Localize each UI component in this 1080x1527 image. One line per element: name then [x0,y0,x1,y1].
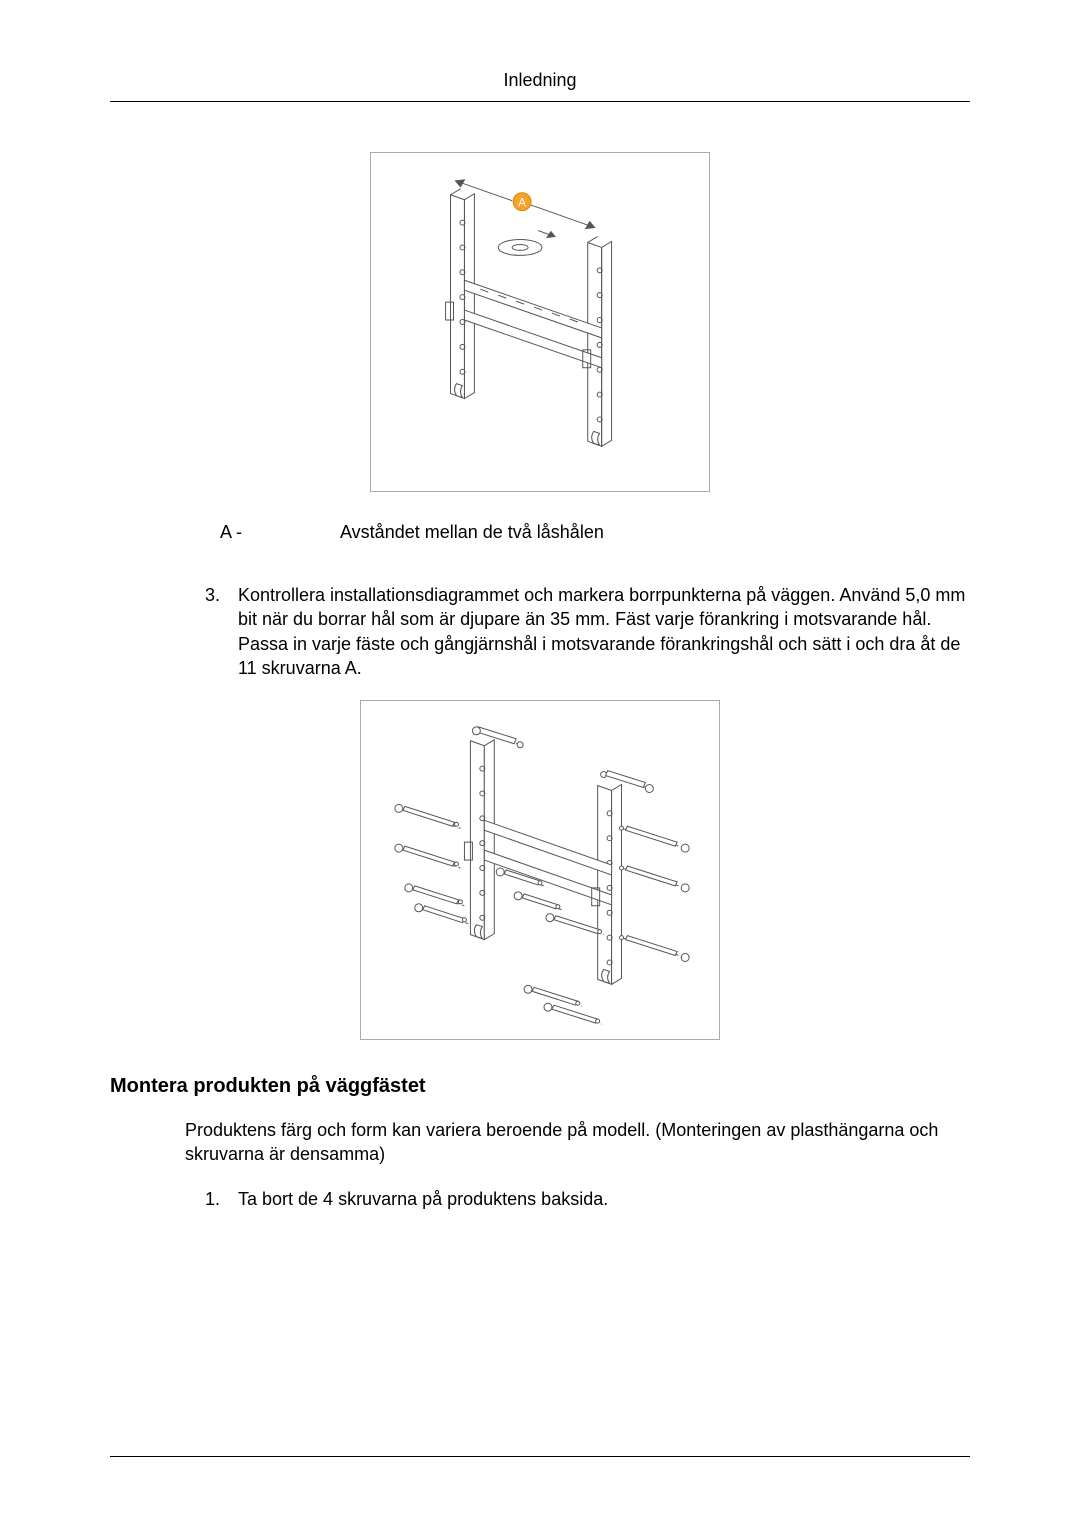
screw-icon [546,914,604,935]
figure-legend: A - Avståndet mellan de två låshålen [220,522,970,543]
screw-icon [395,805,461,829]
instruction-step-3: 3. Kontrollera installationsdiagrammet o… [185,583,970,680]
screw-icon [524,986,582,1007]
figure-bracket-screws [360,700,720,1040]
step-text: Kontrollera installationsdiagrammet och … [238,583,970,680]
section-intro-paragraph: Produktens färg och form kan variera ber… [185,1118,945,1167]
section-heading: Montera produkten på väggfästet [110,1075,970,1098]
screw-icon [620,866,690,892]
screw-icon [544,1003,602,1024]
dimension-badge-a-label: A [518,196,526,210]
step-number: 1. [185,1187,220,1211]
screw-icon [405,884,465,906]
figure-bracket-dimension: A [370,152,710,492]
step-number: 3. [185,583,220,680]
page-header-title: Inledning [110,70,970,101]
legend-key: A - [220,522,340,543]
instruction-step-1: 1. Ta bort de 4 skruvarna på produktens … [185,1187,970,1211]
screw-icon [415,904,469,924]
screw-icon [620,936,690,962]
screw-icon [620,826,690,852]
step-text: Ta bort de 4 skruvarna på produktens bak… [238,1187,970,1211]
header-divider [110,101,970,102]
footer-divider [110,1456,970,1457]
legend-value: Avståndet mellan de två låshålen [340,522,970,543]
screw-icon [514,892,562,910]
screw-icon [395,844,461,868]
